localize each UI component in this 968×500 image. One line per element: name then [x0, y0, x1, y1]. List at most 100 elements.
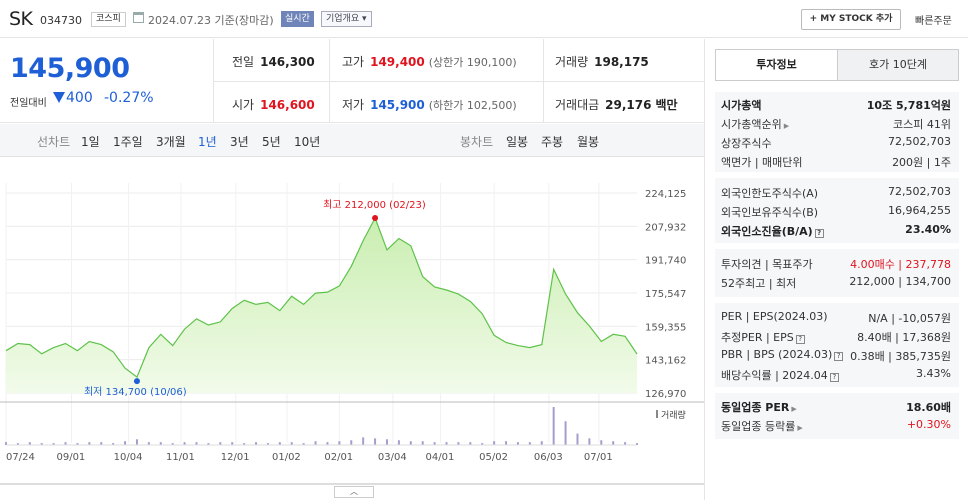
date-suffix: 기준(장마감): [214, 14, 274, 27]
info-value: 3.43%: [916, 367, 951, 380]
info-value: 200원 | 1주: [892, 156, 951, 169]
volume-bar: [243, 443, 246, 445]
low-value: 145,900: [370, 98, 425, 112]
volume-bar: [76, 443, 79, 445]
info-value: 72,502,703: [888, 185, 951, 198]
volume-bar: [219, 442, 222, 445]
tab-1w[interactable]: 1주일: [113, 135, 143, 149]
help-icon[interactable]: ?: [795, 335, 805, 344]
volume-bar: [350, 440, 353, 445]
help-icon[interactable]: ?: [834, 352, 844, 361]
info-row: 시가총액순위 ▶ 코스피 41위: [721, 116, 951, 132]
x-tick-label: 12/01: [221, 452, 250, 463]
low-price: 저가 145,900 (하한가 102,500): [342, 96, 517, 113]
tab-3y[interactable]: 3년: [230, 135, 249, 149]
y-tick-label: 159,355: [645, 322, 686, 333]
sector-section: 동일업종 PER ▶ 18.60배 동일업종 등락률 ▶ +0.30%: [715, 393, 959, 439]
tab-daily[interactable]: 일봉: [506, 135, 529, 149]
info-value: +0.30%: [906, 418, 951, 431]
info-key: PBR | BPS (2024.03)?: [721, 348, 844, 361]
info-key: 추정PER | EPS?: [721, 329, 805, 345]
price-line: [5, 216, 638, 379]
y-tick-label: 207,932: [645, 222, 686, 233]
trade-amount: 거래대금 29,176 백만: [555, 96, 678, 113]
open-label: 시가: [232, 98, 255, 112]
volume-bar: [624, 442, 627, 445]
upper-limit: (상한가 190,100): [428, 56, 517, 69]
volume-label: 거래량: [555, 55, 589, 69]
chevron-up-icon[interactable]: ︿: [334, 486, 374, 498]
tab-3m[interactable]: 3개월: [156, 135, 186, 149]
dividend-label: 배당수익률 | 2024.04: [721, 369, 828, 382]
y-tick-label: 175,547: [645, 289, 686, 300]
volume-bar: [28, 442, 31, 445]
info-row: 상장주식수 72,502,703: [721, 135, 951, 151]
info-key[interactable]: 동일업종 등락률 ▶: [721, 418, 803, 434]
tab-candle-chart[interactable]: 봉차트: [460, 135, 494, 149]
help-icon[interactable]: ?: [814, 229, 824, 238]
info-row: 배당수익률 | 2024.04? 3.43%: [721, 367, 951, 383]
volume-bar: [171, 443, 174, 445]
volume-bar: [266, 443, 269, 445]
tab-weekly[interactable]: 주봉: [541, 135, 564, 149]
volume-bar: [469, 442, 472, 445]
pbr-label: PBR | BPS (2024.03): [721, 348, 833, 361]
volume-bar: [421, 441, 424, 445]
x-tick-label: 01/02: [272, 452, 301, 463]
change-percent: -0.27%: [104, 90, 154, 106]
info-row: 외국인한도주식수(A) 72,502,703: [721, 185, 951, 201]
info-value: 18.60배: [906, 401, 951, 414]
info-row: PBR | BPS (2024.03)? 0.38배 | 385,735원: [721, 348, 951, 364]
info-key[interactable]: 시가총액순위 ▶: [721, 116, 789, 132]
market-badge: 코스피: [91, 12, 126, 27]
volume-bar: [5, 442, 7, 445]
volume-bar: [493, 441, 496, 445]
help-icon[interactable]: ?: [829, 373, 839, 382]
lower-limit: (하한가 102,500): [428, 99, 517, 112]
stock-header: SK 034730 코스피 2024.07.23 기준(장마감) 실시간 기업개…: [0, 0, 968, 38]
volume-bar: [433, 442, 436, 445]
foreign-section: 외국인한도주식수(A) 72,502,703 외국인보유주식수(B) 16,964,…: [715, 178, 959, 243]
y-tick-label: 143,162: [645, 356, 686, 367]
tab-10y[interactable]: 10년: [294, 135, 321, 149]
tab-5y[interactable]: 5년: [262, 135, 281, 149]
prev-close-label: 전일: [232, 55, 255, 69]
tab-line-chart[interactable]: 선차트: [37, 135, 71, 149]
date-text: 2024.07.23 기준(장마감): [148, 12, 274, 28]
info-value: 10조 5,781억원: [866, 99, 951, 112]
volume-bar: [600, 440, 603, 445]
tab-invest-info[interactable]: 투자정보: [716, 50, 837, 80]
y-tick-label: 224,125: [645, 189, 686, 200]
info-key: 투자의견 | 목표주가: [721, 258, 813, 271]
tab-1y[interactable]: 1년: [198, 135, 217, 149]
down-triangle-icon: [53, 92, 65, 103]
company-overview-dropdown[interactable]: 기업개요 ▾: [321, 11, 372, 27]
calendar-icon: [133, 12, 144, 23]
quick-order-link[interactable]: 빠른주문: [915, 16, 952, 27]
foreign-ratio-label: 외국인소진율(B/A): [721, 225, 813, 238]
volume-bar: [636, 443, 638, 445]
tab-orderbook[interactable]: 호가 10단계: [837, 50, 958, 80]
info-row: 외국인보유주식수(B) 16,964,255: [721, 204, 951, 220]
volume-bar: [40, 443, 43, 445]
info-key[interactable]: 동일업종 PER ▶: [721, 399, 797, 415]
volume: 거래량 198,175: [555, 53, 649, 70]
realtime-button[interactable]: 실시간: [281, 11, 314, 27]
market-cap-rank-label: 시가총액순위: [721, 118, 782, 131]
change-value: 400: [66, 90, 93, 106]
x-tick-label: 03/04: [378, 452, 407, 463]
info-value: N/A | -10,057원: [868, 312, 951, 325]
tab-monthly[interactable]: 월봉: [577, 135, 600, 149]
volume-bar: [52, 443, 55, 445]
info-key: PER | EPS(2024.03): [721, 310, 828, 323]
tab-1d[interactable]: 1일: [81, 135, 100, 149]
price-area: [6, 218, 637, 393]
add-mystock-button[interactable]: + MY STOCK 추가: [801, 9, 901, 30]
price-chart[interactable]: 224,125 207,932 191,740 175,547 159,355 143,1…: [0, 158, 704, 500]
x-tick-label: 11/01: [166, 452, 195, 463]
x-tick-label: 02/01: [324, 452, 353, 463]
volume-bar: [207, 443, 210, 445]
chevron-down-icon: ▾: [362, 14, 367, 24]
volume-bar: [528, 442, 531, 445]
volume-value: 198,175: [594, 55, 649, 69]
